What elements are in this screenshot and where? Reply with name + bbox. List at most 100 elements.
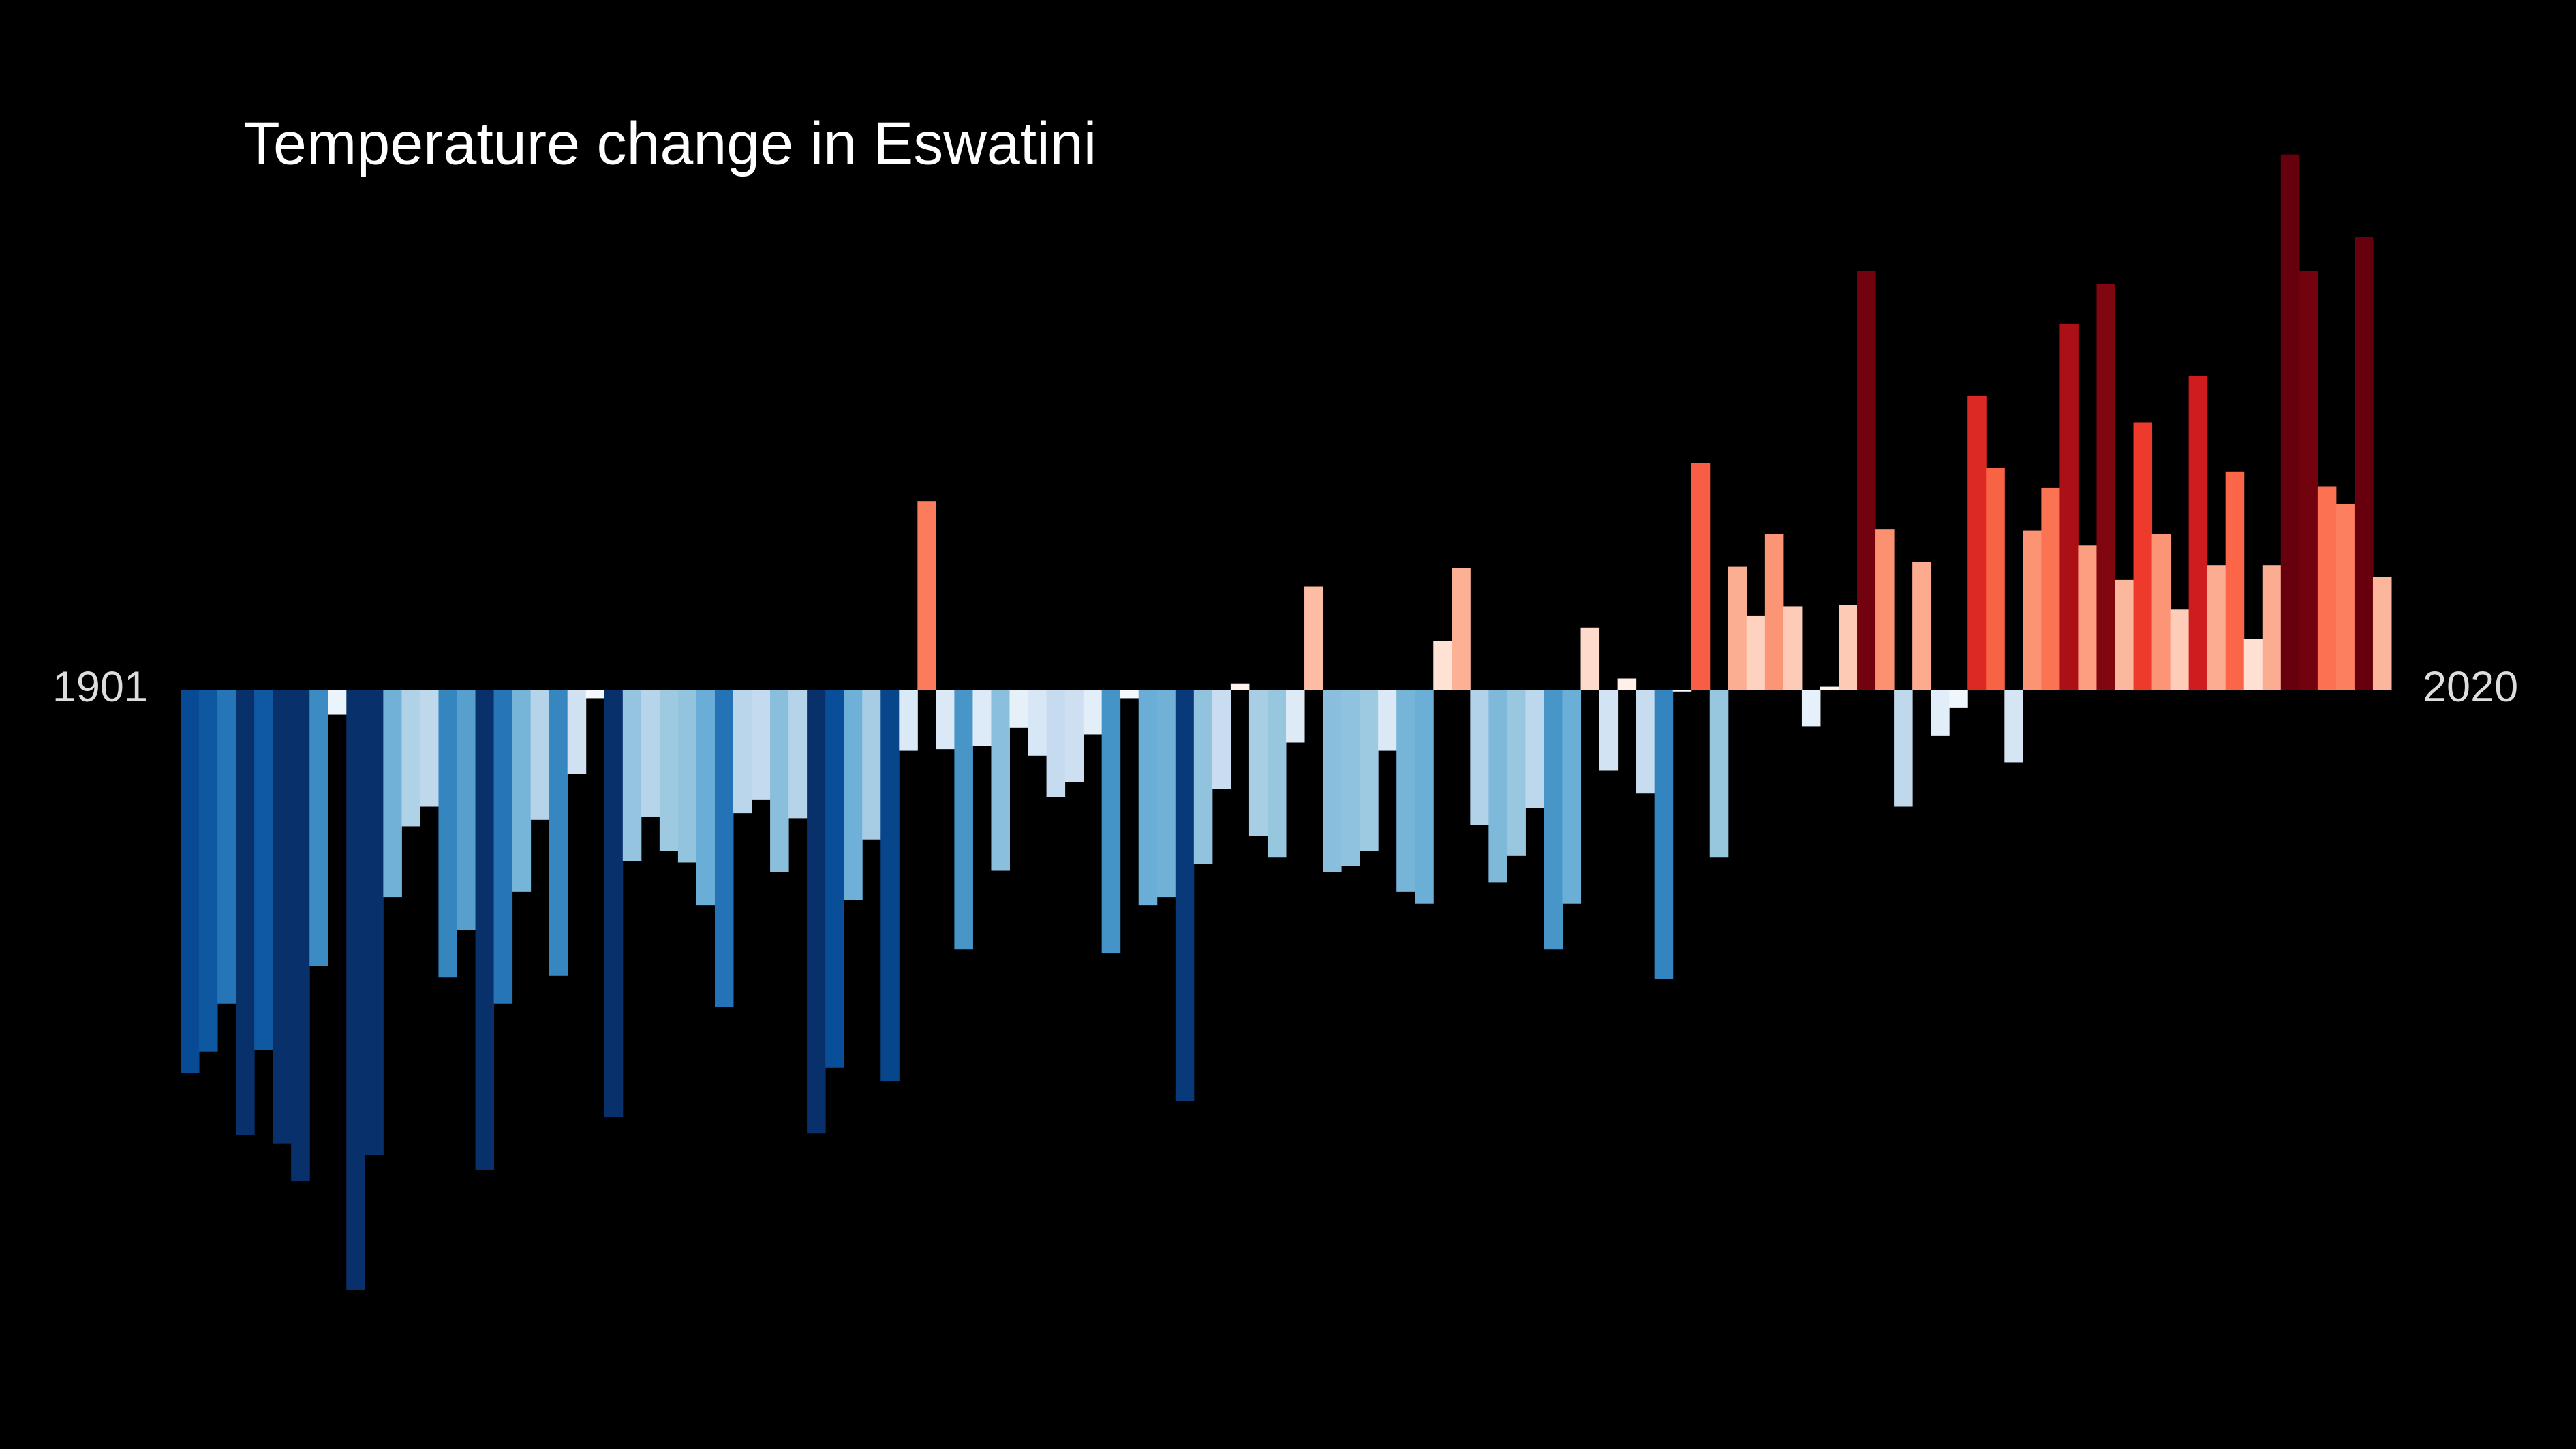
bar [2115,579,2134,690]
bar [1507,690,1526,856]
bar [2372,577,2392,690]
bar [1728,566,1747,690]
bar [1783,606,1803,690]
bar [1248,690,1268,836]
bar [1599,690,1619,771]
bar [714,690,734,1007]
bar [383,690,402,898]
bar [1894,690,1913,807]
bar [1083,690,1103,735]
bar [1452,568,1471,690]
bar [2317,486,2337,690]
bar [825,690,844,1068]
bar [1433,641,1452,690]
bar [2207,565,2226,690]
bar [1967,395,1987,690]
bar [1101,690,1121,954]
bar [236,690,255,1135]
bar [1857,271,1876,690]
bar [604,690,624,1118]
bar [254,690,273,1050]
bar [1028,690,1047,756]
bar [1617,678,1637,690]
bar [2354,237,2374,690]
bar [1654,690,1674,979]
bar [1120,690,1139,699]
bar [585,690,605,699]
bar [1046,690,1066,797]
bar [880,690,900,1082]
bar [1562,690,1582,904]
bar [1931,690,1950,736]
bar [2059,323,2079,690]
bar [493,690,513,1004]
bar [1488,690,1507,883]
bar [346,690,365,1290]
bar [899,690,918,751]
bar [2096,284,2115,690]
bar [1764,534,1784,690]
bar [1064,690,1084,782]
bar [1986,468,2005,690]
bar [788,690,808,819]
bar [567,690,587,774]
bar [401,690,420,827]
bar [512,690,532,892]
bar [1156,690,1176,898]
bar [549,690,568,976]
bar [291,690,310,1182]
bar [2151,534,2171,690]
bar [1415,690,1434,904]
bar [1304,586,1323,690]
bar [365,690,384,1155]
bar [862,690,881,840]
bar [1360,690,1379,851]
bar [752,690,771,800]
bar [2023,530,2042,690]
bar [2041,487,2060,690]
bar [1580,627,1600,690]
bar [1820,686,1839,690]
bar [1672,690,1692,692]
bar [420,690,439,807]
bar [1801,690,1821,727]
bar [972,690,992,746]
bar [1839,605,1858,690]
bar [659,690,679,851]
bar [733,690,752,814]
x-tick-label: 1901 [52,663,148,711]
bar [475,690,495,1170]
bar [1230,683,1250,690]
bar [2004,690,2023,763]
x-tick-label: 2020 [2423,663,2518,711]
bar [1193,690,1213,864]
bar [1009,690,1029,728]
bar [2078,545,2097,690]
bar [273,690,292,1144]
bar [2262,565,2282,690]
bar [1470,690,1489,825]
bar [991,690,1010,871]
bar [181,690,200,1073]
bar [1544,690,1563,950]
bar [309,690,328,966]
bar [1709,690,1729,858]
chart-title: Temperature change in Eswatini [243,109,1097,177]
bar [1378,690,1397,751]
bar [530,690,550,820]
bar [1875,529,1895,690]
bar [1691,463,1711,690]
bar [917,501,936,690]
bar [2335,504,2355,690]
bar [199,690,218,1052]
bar [954,690,973,950]
bar [1323,690,1342,872]
bar [2133,422,2153,690]
bar [1912,562,1931,690]
bar [2188,376,2208,690]
bar [1636,690,1655,794]
bar [936,690,955,750]
bar [622,690,642,861]
bar [1525,690,1544,808]
